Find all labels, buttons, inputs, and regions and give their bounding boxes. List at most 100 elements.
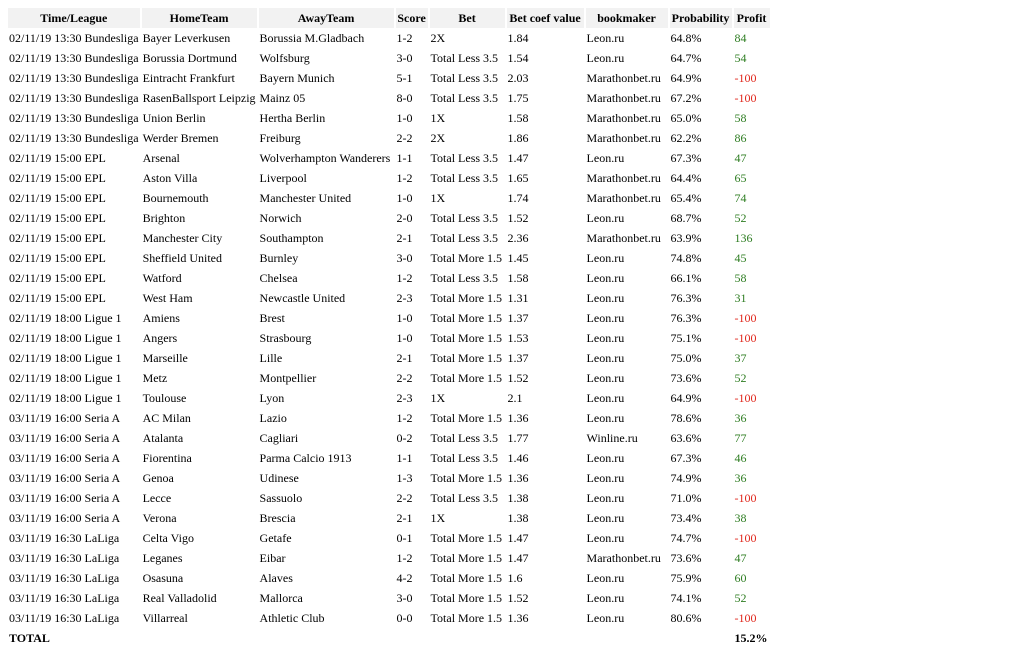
cell-away-team: Athletic Club: [259, 610, 325, 625]
cell-profit: -100: [734, 90, 757, 105]
cell-profit: 36: [734, 410, 747, 425]
cell-score: 2-0: [396, 210, 413, 225]
cell-bet: Total More 1.5: [430, 590, 503, 605]
cell-score: 1-2: [396, 410, 413, 425]
cell-score: 1-0: [396, 110, 413, 125]
total-empty-cell: [142, 628, 257, 648]
col-header-home-team: HomeTeam: [141, 8, 257, 28]
cell-home-team: Leganes: [142, 550, 183, 565]
cell-time-league: 03/11/19 16:00 Seria A: [9, 450, 121, 465]
cell-bookmaker: Leon.ru: [586, 270, 625, 285]
cell-away-team: Wolverhampton Wanderers: [259, 150, 391, 165]
cell-profit: -100: [734, 390, 757, 405]
cell-bet: Total More 1.5: [430, 610, 503, 625]
cell-profit: 47: [734, 150, 747, 165]
cell-bookmaker: Marathonbet.ru: [586, 130, 661, 145]
cell-score: 3-0: [396, 250, 413, 265]
cell-probability: 64.9%: [670, 390, 702, 405]
cell-away-team: Lyon: [259, 390, 285, 405]
cell-profit: 37: [734, 350, 747, 365]
cell-away-team: Brescia: [259, 510, 296, 525]
cell-probability: 64.4%: [670, 170, 702, 185]
cell-away-team: Sassuolo: [259, 490, 303, 505]
cell-score: 8-0: [396, 90, 413, 105]
cell-bet-coef: 1.52: [507, 590, 529, 605]
table-row: 02/11/19 15:00 EPL Arsenal Wolverhampton W…: [8, 148, 770, 168]
table-row: 02/11/19 15:00 EPL West Ham Newcastle Unit…: [8, 288, 770, 308]
cell-bet: Total More 1.5: [430, 470, 503, 485]
cell-home-team: Amiens: [142, 310, 180, 325]
cell-time-league: 02/11/19 13:30 Bundesliga: [9, 30, 139, 45]
cell-profit: 52: [734, 210, 747, 225]
total-value: 15.2%: [734, 630, 768, 645]
cell-time-league: 02/11/19 13:30 Bundesliga: [9, 90, 139, 105]
cell-away-team: Getafe: [259, 530, 292, 545]
cell-bet: 1X: [430, 190, 446, 205]
table-row: 02/11/19 13:30 Bundesliga Union Berlin Her…: [8, 108, 770, 128]
table-row: 02/11/19 13:30 Bundesliga Borussia Dortmu…: [8, 48, 770, 68]
table-row: 02/11/19 15:00 EPL Watford Chelsea 1-2 Total…: [8, 268, 770, 288]
cell-bet: 1X: [430, 510, 446, 525]
cell-bookmaker: Marathonbet.ru: [586, 550, 661, 565]
cell-profit: 31: [734, 290, 747, 305]
cell-profit: -100: [734, 330, 757, 345]
cell-home-team: Atalanta: [142, 430, 184, 445]
cell-probability: 73.6%: [670, 370, 702, 385]
cell-probability: 64.7%: [670, 50, 702, 65]
bets-table: Time/League HomeTeam AwayTeam Score Bet …: [6, 8, 772, 648]
cell-home-team: Watford: [142, 270, 182, 285]
cell-profit: 65: [734, 170, 747, 185]
cell-probability: 67.3%: [670, 150, 702, 165]
table-row: 03/11/19 16:00 Seria A Verona Brescia 2-1 1X…: [8, 508, 770, 528]
cell-time-league: 02/11/19 18:00 Ligue 1: [9, 350, 122, 365]
cell-probability: 65.0%: [670, 110, 702, 125]
cell-time-league: 02/11/19 15:00 EPL: [9, 290, 106, 305]
cell-probability: 75.1%: [670, 330, 702, 345]
table-row: 02/11/19 13:30 Bundesliga Bayer Leverkuse…: [8, 28, 770, 48]
cell-bookmaker: Leon.ru: [586, 30, 625, 45]
cell-bet: Total More 1.5: [430, 370, 503, 385]
cell-bookmaker: Marathonbet.ru: [586, 230, 661, 245]
cell-away-team: Eibar: [259, 550, 286, 565]
table-row: 02/11/19 18:00 Ligue 1 Marseille Lille 2-1 T…: [8, 348, 770, 368]
cell-probability: 80.6%: [670, 610, 702, 625]
cell-score: 2-1: [396, 510, 413, 525]
cell-bet-coef: 2.36: [507, 230, 529, 245]
cell-bet-coef: 1.84: [507, 30, 529, 45]
cell-score: 2-1: [396, 350, 413, 365]
cell-away-team: Udinese: [259, 470, 299, 485]
cell-bet-coef: 1.52: [507, 370, 529, 385]
cell-bookmaker: Leon.ru: [586, 310, 625, 325]
cell-bet-coef: 1.6: [507, 570, 523, 585]
col-header-score: Score: [395, 8, 428, 28]
cell-bookmaker: Leon.ru: [586, 50, 625, 65]
cell-probability: 74.7%: [670, 530, 702, 545]
cell-bet: Total Less 3.5: [430, 430, 499, 445]
table-row: 02/11/19 15:00 EPL Manchester City Southam…: [8, 228, 770, 248]
cell-bet-coef: 1.75: [507, 90, 529, 105]
cell-bookmaker: Leon.ru: [586, 250, 625, 265]
cell-probability: 71.0%: [670, 490, 702, 505]
cell-time-league: 02/11/19 13:30 Bundesliga: [9, 70, 139, 85]
cell-away-team: Southampton: [259, 230, 324, 245]
cell-away-team: Lazio: [259, 410, 287, 425]
cell-profit: 52: [734, 590, 747, 605]
cell-home-team: Brighton: [142, 210, 186, 225]
cell-home-team: Genoa: [142, 470, 174, 485]
cell-bet: Total Less 3.5: [430, 150, 499, 165]
cell-probability: 75.9%: [670, 570, 702, 585]
cell-score: 1-2: [396, 30, 413, 45]
total-empty-cell: [396, 628, 428, 648]
cell-probability: 64.8%: [670, 30, 702, 45]
cell-score: 2-2: [396, 370, 413, 385]
cell-probability: 76.3%: [670, 310, 702, 325]
cell-bet-coef: 1.53: [507, 330, 529, 345]
table-row: 03/11/19 16:30 LaLiga Villarreal Athletic …: [8, 608, 770, 628]
cell-away-team: Mainz 05: [259, 90, 306, 105]
cell-time-league: 02/11/19 15:00 EPL: [9, 210, 106, 225]
cell-bookmaker: Leon.ru: [586, 490, 625, 505]
cell-bookmaker: Winline.ru: [586, 430, 638, 445]
cell-profit: -100: [734, 70, 757, 85]
table-row: 03/11/19 16:30 LaLiga Celta Vigo Getafe 0-1…: [8, 528, 770, 548]
cell-profit: 54: [734, 50, 747, 65]
